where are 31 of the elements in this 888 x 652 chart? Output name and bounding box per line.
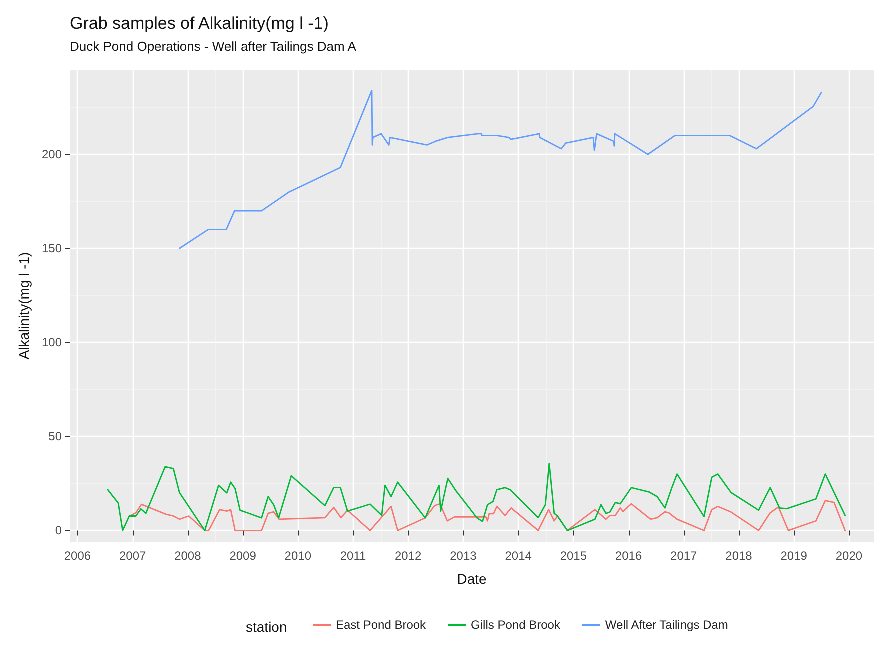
x-tick-label: 2019 [780,549,808,563]
legend-label: Gills Pond Brook [471,618,562,632]
x-tick-label: 2020 [836,549,863,563]
legend-title: station [246,619,288,635]
x-tick-label: 2009 [230,549,257,563]
y-tick-label: 100 [42,336,62,350]
x-tick-label: 2014 [505,549,532,563]
x-tick-label: 2011 [340,549,366,563]
x-tick-label: 2012 [395,549,422,563]
y-tick-label: 150 [42,242,62,256]
x-tick-label: 2008 [174,549,202,563]
y-axis-title: Alkalinity(mg l -1) [16,252,32,360]
x-tick-label: 2016 [615,549,642,563]
y-tick-label: 200 [42,148,62,162]
x-tick-label: 2010 [284,549,312,563]
x-tick-label: 2007 [119,549,146,563]
x-tick-label: 2013 [450,549,478,563]
y-tick-label: 50 [48,430,62,444]
line-series [107,463,846,532]
legend-label: East Pond Brook [336,618,428,632]
x-tick-label: 2018 [726,549,753,563]
line-series [178,90,822,250]
legend-label: Well After Tailings Dam [605,618,728,632]
line-series [128,500,846,532]
x-axis-title: Date [457,571,487,587]
x-tick-label: 2017 [670,549,698,563]
chart-title: Grab samples of Alkalinity(mg l -1) [70,14,329,33]
x-tick-label: 2015 [560,549,588,563]
y-tick-label: 0 [55,524,62,538]
x-tick-label: 2006 [64,549,92,563]
chart-subtitle: Duck Pond Operations - Well after Tailings Dam A [70,39,357,54]
